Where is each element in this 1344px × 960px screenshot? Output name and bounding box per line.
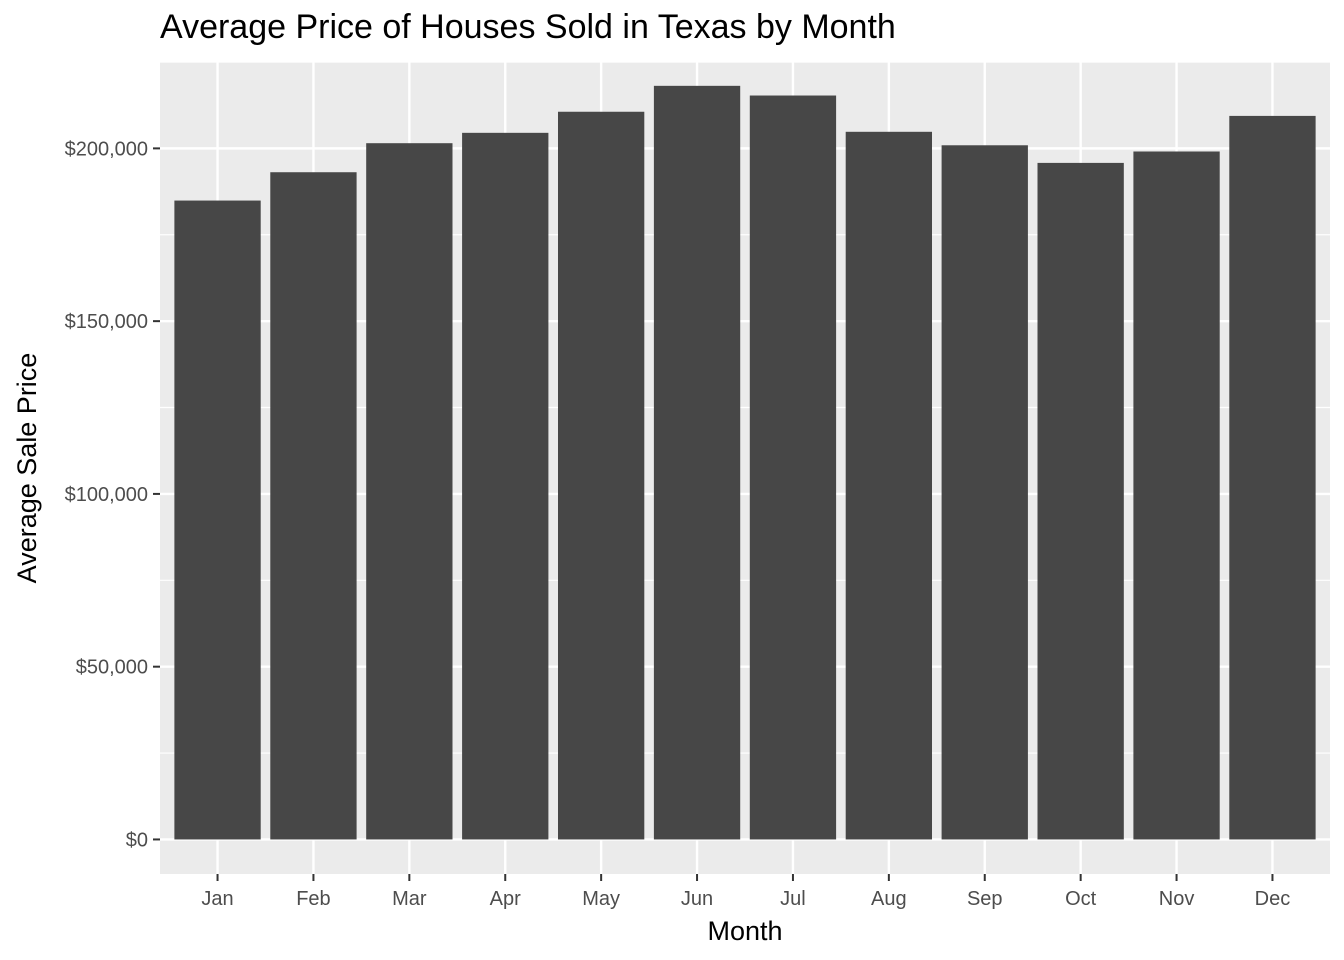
bar-apr xyxy=(462,132,549,840)
x-tick-label: Oct xyxy=(1065,888,1097,910)
y-tick-label: $200,000 xyxy=(65,138,148,160)
y-axis: $0 $50,000 $100,000 $150,000 $200,000 xyxy=(65,138,160,851)
x-tick-label: Apr xyxy=(490,888,521,910)
bar-oct xyxy=(1037,162,1124,840)
chart-title: Average Price of Houses Sold in Texas by… xyxy=(160,8,896,46)
bars xyxy=(174,85,1316,840)
y-axis-title: Average Sale Price xyxy=(12,353,42,584)
x-tick-label: Sep xyxy=(967,888,1003,910)
x-tick-label: Jun xyxy=(681,888,713,910)
bar-aug xyxy=(845,131,933,840)
x-tick-label: Aug xyxy=(871,888,907,910)
y-tick-label: $0 xyxy=(126,829,148,851)
y-tick-label: $50,000 xyxy=(76,657,148,679)
bar-jul xyxy=(749,95,837,840)
bar-jun xyxy=(653,85,741,840)
y-tick-label: $100,000 xyxy=(65,484,148,506)
x-axis: Jan Feb Mar Apr May Jun Jul Aug Sep Oct Nov Dec xyxy=(201,874,1290,910)
bar-mar xyxy=(366,143,453,840)
y-tick-label: $150,000 xyxy=(65,311,148,333)
x-axis-title: Month xyxy=(707,916,782,946)
x-tick-label: Mar xyxy=(392,888,427,910)
x-tick-label: Dec xyxy=(1255,888,1291,910)
x-tick-label: Jan xyxy=(201,888,233,910)
x-tick-label: May xyxy=(582,888,620,910)
bar-may xyxy=(557,111,645,840)
x-tick-label: Jul xyxy=(780,888,806,910)
bar-feb xyxy=(270,172,357,840)
x-tick-label: Nov xyxy=(1159,888,1195,910)
bar-nov xyxy=(1133,151,1220,840)
bar-dec xyxy=(1229,115,1316,840)
x-tick-label: Feb xyxy=(296,888,330,910)
bar-sep xyxy=(941,145,1028,840)
bar-jan xyxy=(174,200,261,840)
